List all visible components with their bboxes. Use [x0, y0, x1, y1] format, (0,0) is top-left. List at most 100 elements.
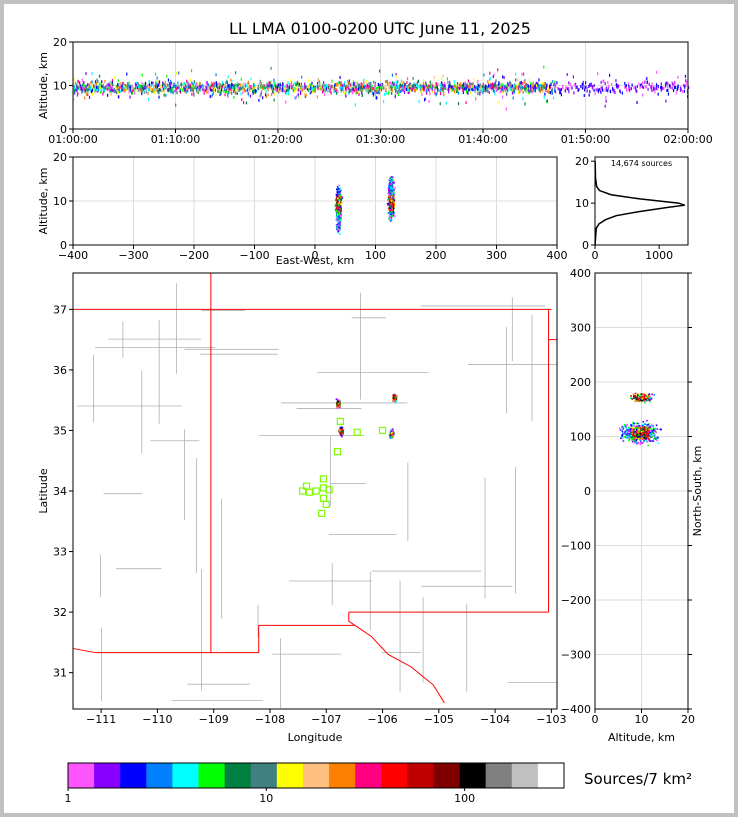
data-point — [352, 80, 355, 84]
data-point — [403, 87, 405, 91]
data-point — [162, 81, 164, 85]
data-point — [324, 85, 326, 89]
data-point — [297, 87, 299, 91]
data-point — [642, 394, 645, 396]
data-point — [367, 91, 369, 95]
data-point — [355, 85, 358, 89]
data-point — [196, 89, 198, 93]
data-point — [382, 83, 384, 87]
data-point — [227, 90, 230, 94]
data-point — [335, 398, 338, 401]
data-point — [437, 88, 439, 92]
data-point — [643, 394, 646, 396]
data-point — [317, 85, 319, 89]
data-point — [317, 86, 319, 90]
data-point — [86, 88, 88, 92]
data-point — [336, 195, 339, 198]
data-point — [294, 96, 296, 100]
data-point — [210, 83, 213, 87]
data-point — [172, 91, 174, 95]
data-point — [397, 80, 399, 84]
data-point — [337, 223, 339, 226]
data-point — [340, 210, 343, 212]
data-point — [431, 87, 433, 91]
data-point — [455, 85, 457, 89]
data-point — [83, 81, 85, 85]
data-point — [393, 394, 396, 397]
data-point — [213, 82, 216, 86]
data-point — [393, 204, 395, 207]
data-point — [390, 196, 393, 198]
data-point — [78, 84, 80, 88]
data-point — [520, 83, 522, 87]
data-point — [508, 83, 510, 87]
data-point — [186, 87, 188, 91]
data-point — [228, 90, 231, 94]
data-point — [481, 84, 483, 88]
data-point — [316, 95, 318, 99]
data-point — [179, 87, 181, 91]
data-point — [574, 84, 577, 88]
data-point — [180, 83, 182, 87]
data-point — [473, 77, 475, 81]
data-point — [276, 86, 279, 90]
data-point — [358, 83, 360, 87]
y-tick-label: 0 — [60, 239, 67, 252]
data-point — [338, 184, 341, 187]
data-point — [341, 90, 343, 94]
data-point — [322, 85, 324, 89]
data-point — [389, 183, 392, 185]
data-point — [571, 86, 573, 90]
data-point — [406, 81, 408, 85]
data-point — [147, 86, 149, 90]
data-point — [429, 92, 431, 96]
data-point — [411, 84, 413, 88]
data-point — [336, 228, 338, 230]
data-point — [600, 80, 602, 84]
data-point — [167, 78, 170, 82]
data-point — [389, 434, 392, 437]
data-point — [528, 78, 531, 82]
data-point — [109, 81, 111, 85]
data-point — [388, 433, 391, 436]
data-point — [336, 215, 338, 218]
data-point — [655, 87, 657, 91]
data-point — [447, 87, 450, 91]
data-point — [87, 88, 89, 92]
data-point — [545, 86, 547, 90]
data-point — [168, 81, 170, 85]
x-tick-label: 0 — [592, 713, 599, 726]
data-point — [288, 89, 290, 93]
data-point — [95, 85, 98, 89]
data-point — [189, 85, 191, 89]
data-point — [639, 83, 642, 87]
data-point — [634, 425, 636, 428]
data-point — [642, 397, 645, 399]
data-point — [181, 82, 183, 86]
y-tick-label: 31 — [53, 667, 67, 680]
data-point — [361, 88, 363, 92]
data-point — [223, 89, 225, 93]
data-point — [630, 397, 633, 400]
data-point — [342, 430, 344, 433]
data-point — [487, 89, 489, 93]
data-point — [339, 84, 341, 88]
data-point — [285, 89, 288, 93]
data-point — [344, 87, 346, 91]
data-point — [653, 428, 655, 431]
data-point — [161, 90, 163, 94]
data-point — [337, 209, 340, 211]
data-point — [337, 220, 339, 223]
data-point — [251, 86, 253, 90]
data-point — [107, 93, 109, 97]
data-point — [311, 86, 313, 90]
data-point — [290, 83, 292, 87]
data-point — [533, 88, 535, 92]
data-point — [382, 86, 384, 90]
data-point — [227, 84, 229, 88]
data-point — [300, 92, 302, 96]
data-point — [388, 217, 390, 220]
data-point — [274, 92, 276, 96]
x-tick-label: −106 — [367, 713, 397, 726]
data-point — [553, 88, 556, 92]
